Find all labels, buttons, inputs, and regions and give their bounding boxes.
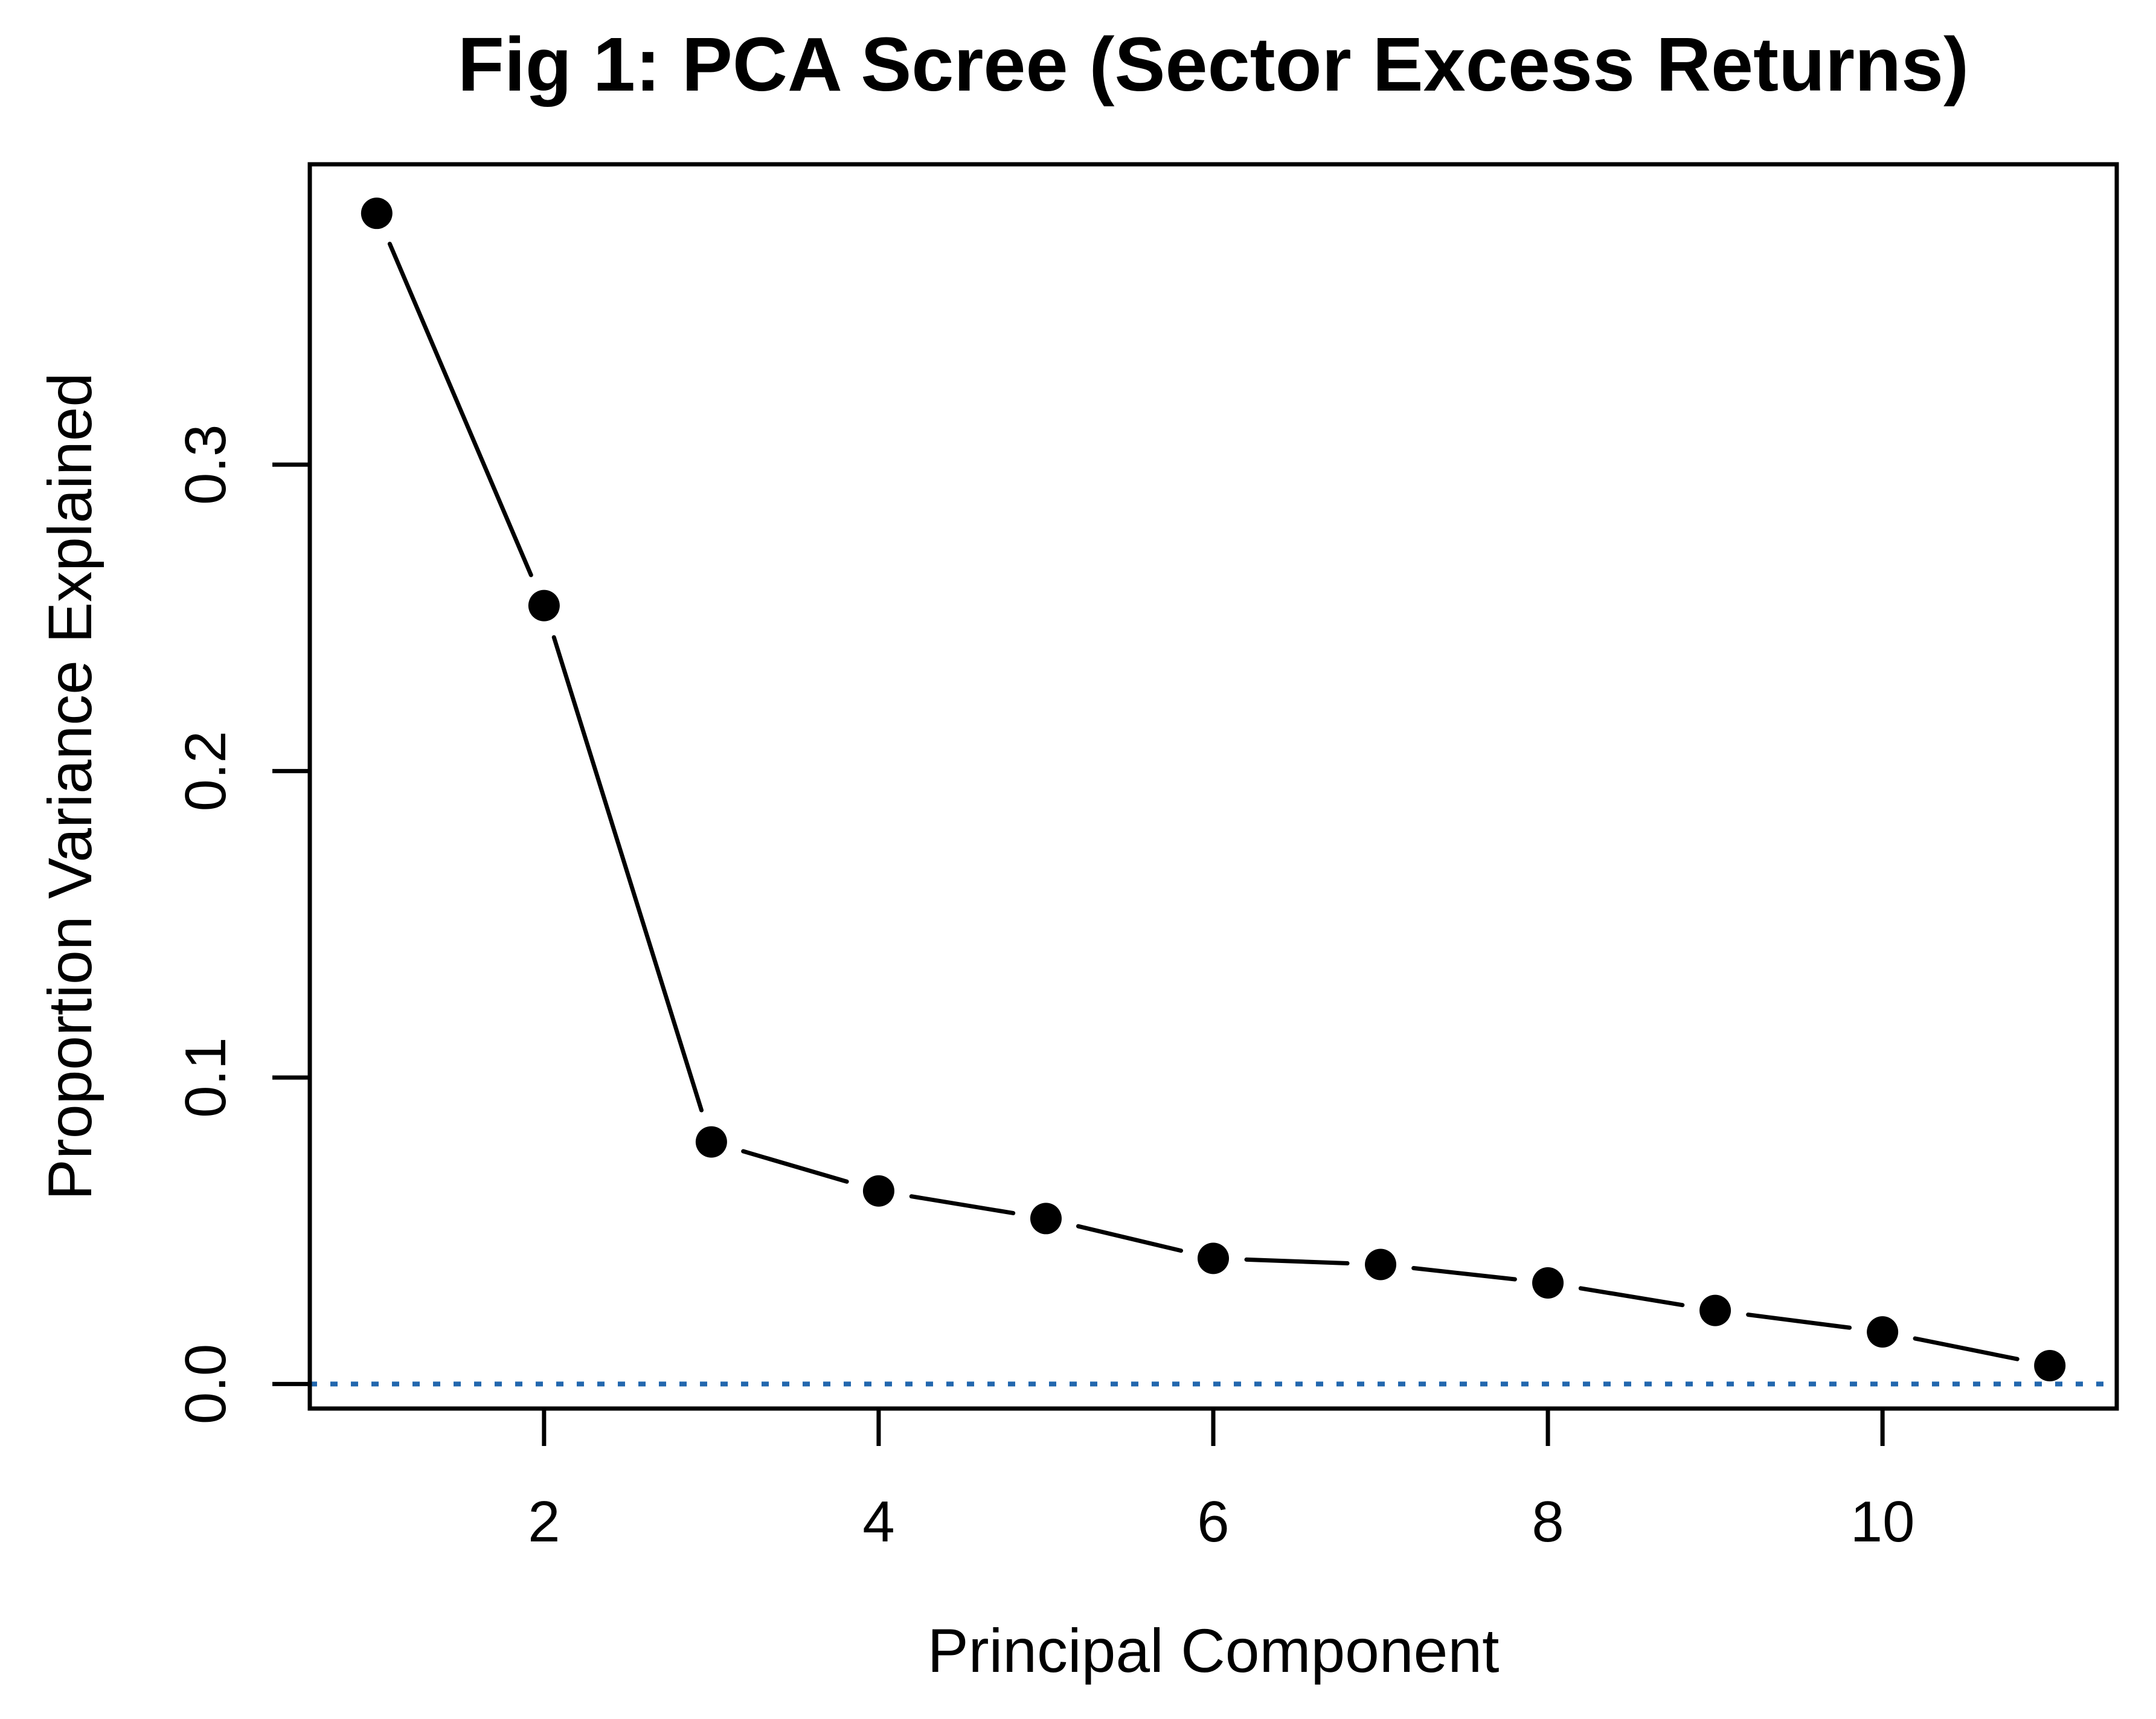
line-segment [909, 1194, 1016, 1215]
line-segment [1244, 1257, 1350, 1266]
plot-layer: 2 4 6 8 10 0.0 0.1 0.2 0.3 [173, 162, 2119, 1554]
line-segment [1411, 1266, 1517, 1282]
x-tick-label: 10 [1850, 1489, 1915, 1554]
data-point [695, 1126, 727, 1158]
line-segment [1578, 1286, 1685, 1308]
line-segment [551, 635, 704, 1113]
data-point [1030, 1203, 1062, 1235]
y-tick-label: 0.1 [173, 1037, 238, 1117]
data-point [862, 1175, 894, 1207]
line-segment [1076, 1224, 1183, 1253]
y-tick-label: 0.3 [173, 425, 238, 505]
data-point [361, 198, 393, 230]
data-point [2034, 1349, 2066, 1381]
y-tick-label: 0.0 [173, 1344, 238, 1424]
y-tick-label: 0.2 [173, 731, 238, 811]
data-point [1532, 1267, 1564, 1299]
data-point [1699, 1294, 1731, 1326]
x-tick-label: 4 [862, 1489, 894, 1554]
chart-title: Fig 1: PCA Scree (Sector Excess Returns) [458, 22, 1969, 107]
line-segment [1913, 1336, 2020, 1361]
line-segment [1746, 1313, 1852, 1330]
x-tick-label: 2 [528, 1489, 560, 1554]
data-point [1365, 1248, 1397, 1280]
plot-border [307, 162, 2119, 1411]
data-point [528, 590, 560, 622]
line-segment [387, 242, 533, 577]
data-point [1198, 1242, 1229, 1274]
data-point [1867, 1316, 1899, 1348]
x-tick-label: 6 [1197, 1489, 1229, 1554]
line-segment [741, 1149, 849, 1184]
x-tick-label: 8 [1532, 1489, 1564, 1554]
y-axis-label: Proportion Variance Explained [36, 373, 104, 1200]
x-axis-label: Principal Component [928, 1616, 1500, 1685]
